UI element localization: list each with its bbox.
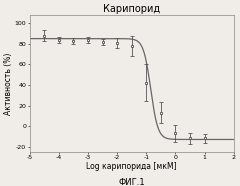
X-axis label: Log карипорида [мкМ]: Log карипорида [мкМ]	[86, 162, 177, 171]
Y-axis label: Активность (%): Активность (%)	[4, 52, 13, 115]
Text: ФИГ.1: ФИГ.1	[119, 178, 145, 186]
Title: Карипорид: Карипорид	[103, 4, 160, 14]
